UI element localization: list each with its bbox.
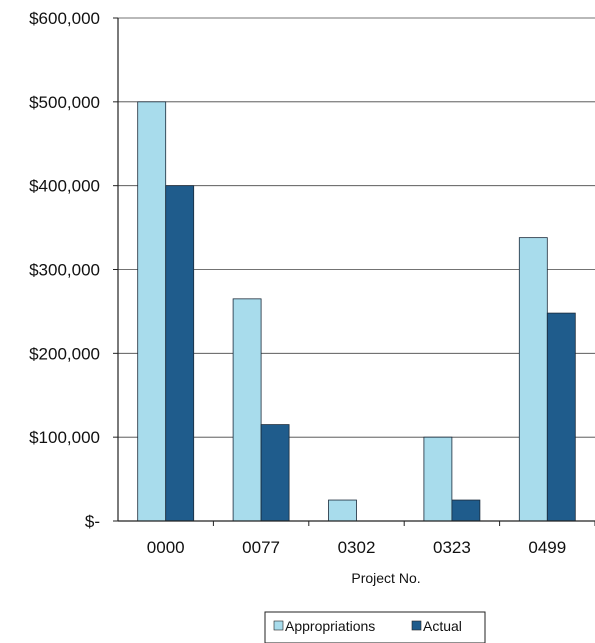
y-tick-label: $- (85, 512, 100, 531)
bar-appropriations-0499 (518, 237, 548, 522)
y-tick-labels: $- $100,000 $200,000 $300,000 $400,000 $500,0… (29, 9, 100, 531)
legend-label-actual: Actual (423, 618, 462, 634)
x-tick-label: 0499 (528, 538, 566, 557)
bars (137, 101, 576, 522)
gridlines (113, 17, 595, 522)
bar-appropriations-0000 (137, 101, 167, 522)
y-tick-label: $200,000 (29, 344, 100, 363)
x-tick-label: 0323 (433, 538, 471, 557)
bar-actual-0323 (451, 499, 481, 522)
y-tick-label: $400,000 (29, 177, 100, 196)
legend-label-appropriations: Appropriations (285, 618, 375, 634)
legend-swatch-actual (411, 620, 422, 631)
y-tick-label: $600,000 (29, 9, 100, 28)
bar-appropriations-0077 (232, 298, 262, 522)
bar-actual-0499 (546, 312, 576, 522)
bar-appropriations-0323 (423, 436, 453, 522)
bar-appropriations-0302 (328, 499, 357, 522)
bar-actual-0077 (260, 424, 290, 522)
y-tick-label: $100,000 (29, 428, 100, 447)
x-tick-label: 0302 (338, 538, 376, 557)
x-tick-label: 0077 (242, 538, 280, 557)
y-tick-label: $500,000 (29, 93, 100, 112)
x-axis-title: Project No. (351, 570, 420, 586)
axes (117, 18, 595, 522)
legend-box (264, 611, 486, 643)
y-tick-label: $300,000 (29, 261, 100, 280)
legend-swatch-appropriations (273, 620, 284, 631)
legend: Appropriations Actual (264, 611, 486, 643)
x-tick-labels: 0000 0077 0302 0323 0499 (147, 521, 595, 557)
x-tick-label: 0000 (147, 538, 185, 557)
bar-actual-0000 (165, 185, 195, 522)
